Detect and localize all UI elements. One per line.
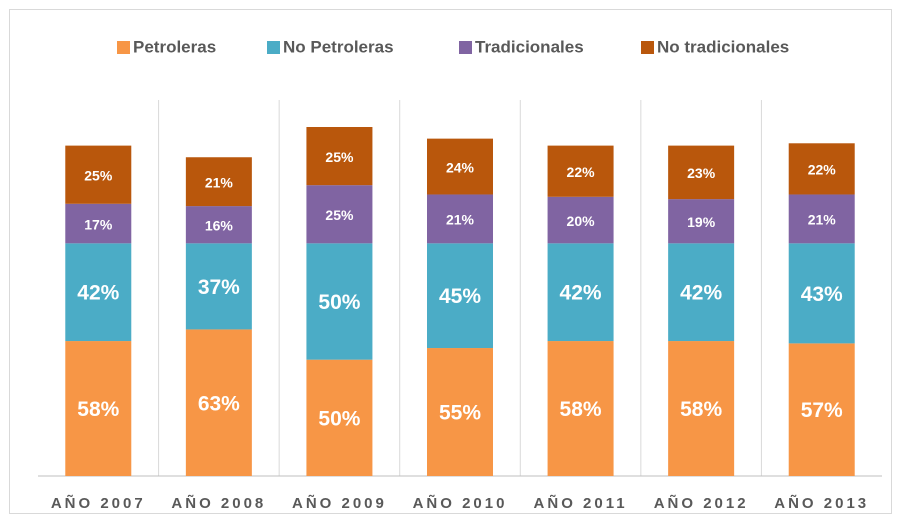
bar-segment <box>427 243 493 349</box>
data-label: 37% <box>198 276 240 299</box>
data-label: 58% <box>77 398 119 421</box>
data-label: 20% <box>567 213 596 229</box>
data-label: 42% <box>680 282 722 305</box>
x-tick-label: AÑO 2008 <box>171 494 266 512</box>
data-label: 24% <box>446 159 475 175</box>
data-label: 42% <box>560 282 602 305</box>
bar-segment <box>788 343 855 476</box>
data-label: 58% <box>560 398 602 421</box>
data-label: 63% <box>198 392 240 415</box>
x-tick-label: AÑO 2010 <box>413 494 508 512</box>
bar-segment <box>668 243 735 342</box>
data-label: 58% <box>680 398 722 421</box>
data-label: 22% <box>808 162 837 178</box>
data-label: 25% <box>325 149 354 165</box>
data-label: 21% <box>446 212 475 228</box>
legend-label: Petroleras <box>133 37 216 56</box>
data-label: 55% <box>439 402 481 425</box>
bar-segment <box>788 194 855 244</box>
bar-segment <box>65 145 132 204</box>
bar-segment <box>185 243 252 330</box>
bar-segment <box>788 143 855 195</box>
data-label: 43% <box>801 283 843 306</box>
data-label: 42% <box>77 282 119 305</box>
data-label: 21% <box>808 212 837 228</box>
data-label: 25% <box>84 167 113 183</box>
data-label: 25% <box>325 207 354 223</box>
data-label: 21% <box>205 174 234 190</box>
bar-segment <box>547 243 614 342</box>
x-tick-label: AÑO 2013 <box>774 494 869 512</box>
bar-segment <box>185 157 252 207</box>
legend-swatch <box>641 41 654 54</box>
legend-label: Tradicionales <box>475 37 584 56</box>
legend-swatch <box>459 41 472 54</box>
bar-segment <box>185 329 252 476</box>
bar-segment <box>306 185 373 244</box>
bar-segment <box>65 203 132 244</box>
data-label: 50% <box>318 407 360 430</box>
bar-segment <box>306 127 373 186</box>
bar-segment <box>668 341 735 476</box>
bar-segment <box>306 359 373 476</box>
data-label: 45% <box>439 285 481 308</box>
bar-segment <box>668 145 735 200</box>
data-label: 16% <box>205 217 234 233</box>
bar-segment <box>668 199 735 244</box>
bar-segment <box>788 243 855 344</box>
bar-segment <box>547 196 614 244</box>
bar-segment <box>427 138 493 195</box>
x-tick-label: AÑO 2011 <box>534 494 628 512</box>
data-label: 50% <box>318 291 360 314</box>
legend-swatch <box>117 41 130 54</box>
bar-segment <box>185 206 252 244</box>
bar-segment <box>65 341 132 476</box>
data-label: 22% <box>567 164 596 180</box>
x-tick-label: AÑO 2009 <box>292 494 387 512</box>
legend-label: No tradicionales <box>657 37 789 56</box>
data-label: 19% <box>687 214 716 230</box>
bar-segment <box>427 194 493 244</box>
bar-segment <box>306 243 373 360</box>
bar-segment <box>547 341 614 476</box>
data-label: 17% <box>84 216 113 232</box>
bar-segment <box>547 145 614 197</box>
legend-label: No Petroleras <box>283 37 394 56</box>
bar-segment <box>427 348 493 476</box>
data-label: 57% <box>801 399 843 422</box>
x-tick-label: AÑO 2012 <box>654 494 749 512</box>
legend-swatch <box>267 41 280 54</box>
data-label: 23% <box>687 165 716 181</box>
bar-segment <box>65 243 132 342</box>
x-tick-label: AÑO 2007 <box>51 494 146 512</box>
